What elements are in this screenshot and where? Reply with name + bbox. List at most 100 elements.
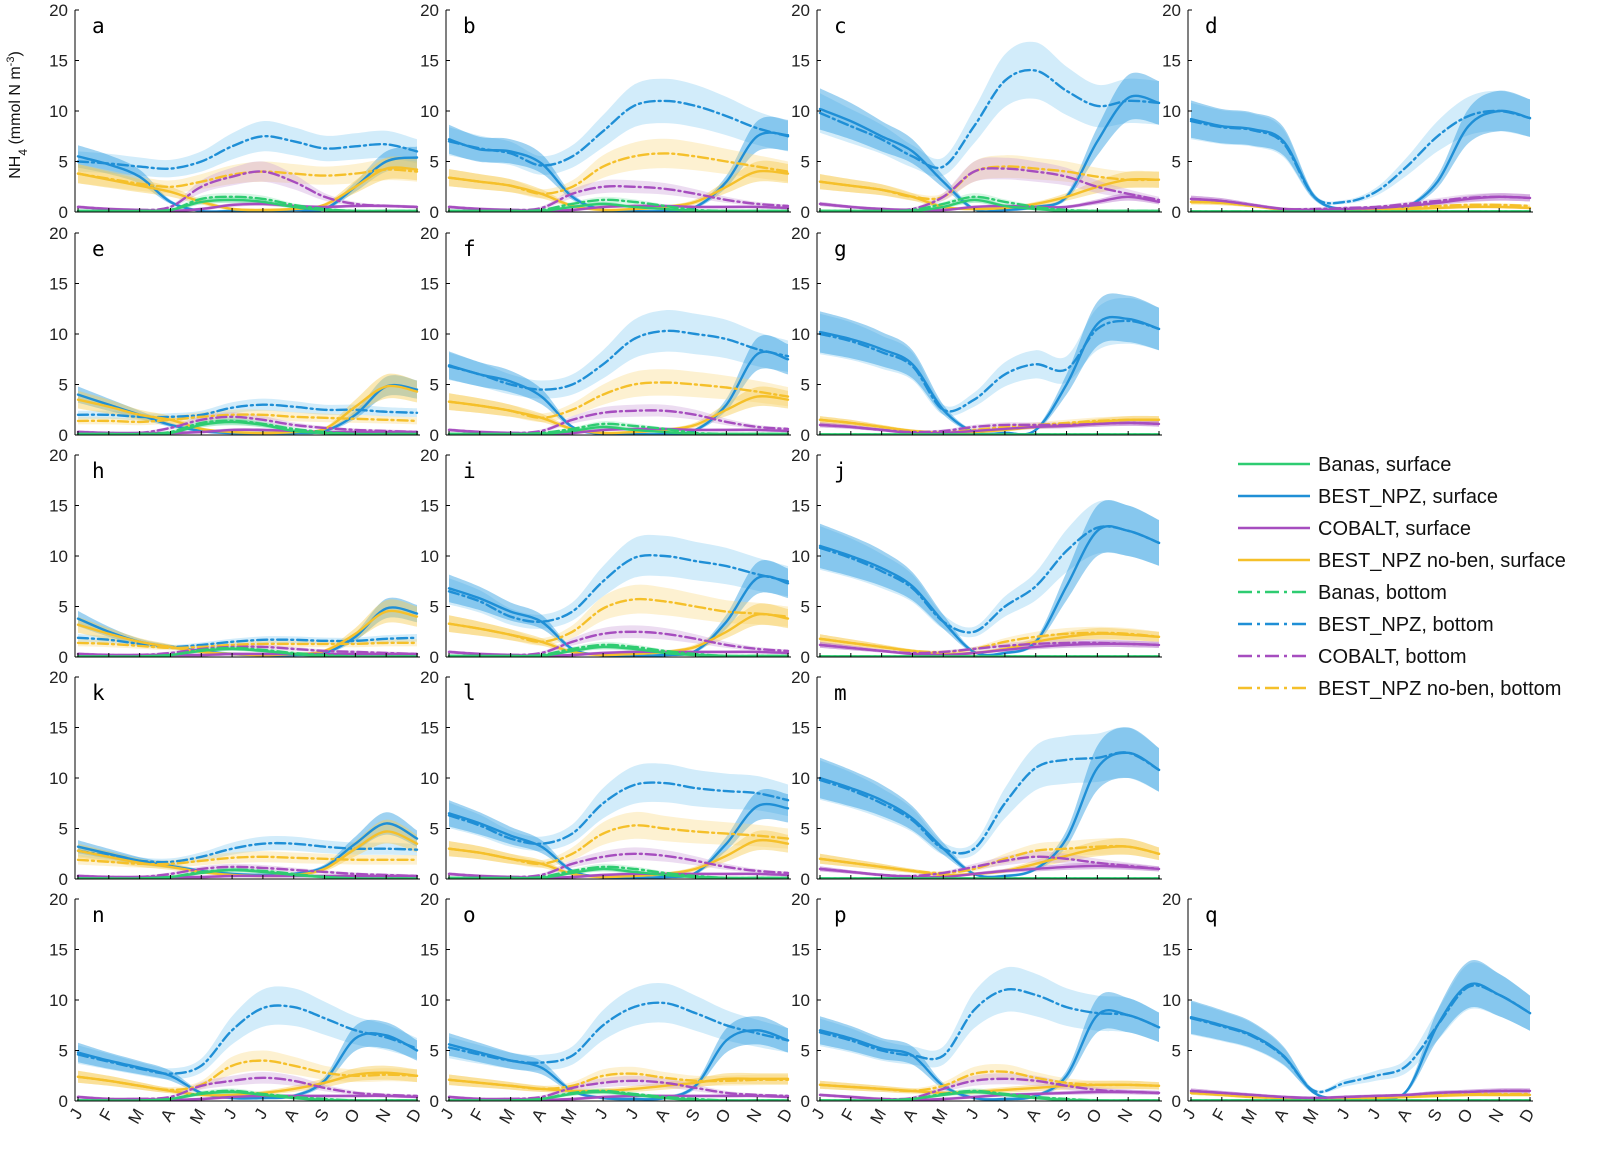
x-tick-label: A <box>1270 1105 1292 1125</box>
x-tick-label: J <box>1179 1106 1200 1123</box>
band-nob_b <box>820 837 1159 875</box>
line-npz_b <box>818 68 1161 169</box>
y-tick-label: 20 <box>49 1 68 20</box>
y-tick-label: 10 <box>791 991 810 1010</box>
x-tick-label: A <box>157 1105 179 1125</box>
y-tick-label: 10 <box>420 325 439 344</box>
line-nob_s <box>818 177 1161 211</box>
plot-area <box>818 293 1161 435</box>
line-npz_b <box>818 751 1161 855</box>
plot-area <box>1189 960 1532 1101</box>
band-npz_s <box>1191 90 1530 212</box>
panel-m: 0 5 10 15 20 m <box>791 668 1162 889</box>
line-npz_b <box>76 403 419 419</box>
panel-label: l <box>463 681 476 705</box>
line-nob_s <box>447 395 790 435</box>
y-tick-label: 5 <box>59 598 68 617</box>
band-npz_s <box>820 727 1159 879</box>
x-tick-label: D <box>403 1106 426 1126</box>
plot-area <box>447 310 790 435</box>
panel-h: 0 5 10 15 20 h <box>49 446 420 667</box>
line-nob_s <box>447 169 790 212</box>
y-tick-label: 5 <box>1172 1042 1181 1061</box>
y-tick-label: 20 <box>420 890 439 909</box>
panel-label: g <box>834 237 847 261</box>
line-nob_s <box>447 1077 790 1093</box>
legend: Banas, surface BEST_NPZ, surface COBALT, s… <box>1238 454 1566 700</box>
panel-label: b <box>463 14 476 38</box>
panels: 0 5 10 15 20 a 0 5 10 15 20 b 0 5 10 15 20 c 0 5 10 15 20 d 0 5 10… <box>49 1 1538 1127</box>
x-tick-label: S <box>1053 1106 1075 1125</box>
line-npz_b <box>447 329 790 391</box>
y-tick-label: 5 <box>801 376 810 395</box>
line-ban_s <box>76 198 419 212</box>
x-tick-label: J <box>437 1106 458 1123</box>
band-npz_b <box>78 120 417 178</box>
legend-label: BEST_NPZ no-ben, bottom <box>1318 678 1561 700</box>
ylabel-main: NH <box>7 156 24 179</box>
x-tick-label: D <box>1145 1106 1168 1126</box>
y-tick-label: 15 <box>49 941 68 960</box>
panel-i: 0 5 10 15 20 i <box>420 446 791 667</box>
band-npz_b <box>78 986 417 1080</box>
y-tick-label: 0 <box>801 648 810 667</box>
legend-item: BEST_NPZ no-ben, bottom <box>1238 678 1561 700</box>
band-cob_b <box>78 1072 417 1101</box>
y-tick-label: 5 <box>801 598 810 617</box>
x-tick-label: D <box>774 1106 797 1126</box>
panel-c: 0 5 10 15 20 c <box>791 1 1162 222</box>
line-npz_s <box>447 350 790 435</box>
legend-label: Banas, surface <box>1318 454 1451 476</box>
line-cob_s <box>1189 1089 1532 1100</box>
y-tick-label: 15 <box>1162 941 1181 960</box>
x-tick-label: A <box>899 1105 921 1125</box>
y-tick-label: 20 <box>420 224 439 243</box>
band-npz_s <box>1191 960 1530 1101</box>
x-tick-label: A <box>1393 1105 1415 1125</box>
panel-label: k <box>92 681 105 705</box>
band-npz_s <box>820 992 1159 1101</box>
band-ban_s <box>820 196 1159 212</box>
line-nob_b <box>76 641 419 650</box>
line-nob_s <box>447 838 790 879</box>
panel-b: 0 5 10 15 20 b <box>420 1 791 222</box>
y-tick-label: 0 <box>430 203 439 222</box>
y-tick-label: 0 <box>801 1092 810 1111</box>
panel-a: 0 5 10 15 20 a <box>49 1 420 222</box>
line-npz_s <box>76 1032 419 1100</box>
plot-area <box>818 41 1161 212</box>
band-npz_b <box>1191 962 1530 1094</box>
ylabel-unit-close: ) <box>7 51 24 56</box>
band-ban_b <box>449 863 788 879</box>
panel-label: a <box>92 14 105 38</box>
band-nob_b <box>449 1066 788 1092</box>
x-tick-label: J <box>993 1106 1014 1123</box>
y-tick-label: 0 <box>59 426 68 445</box>
ylabel-sup: -3 <box>5 57 17 67</box>
y-tick-label: 5 <box>801 1042 810 1061</box>
y-tick-label: 5 <box>430 153 439 172</box>
y-tick-label: 0 <box>1172 203 1181 222</box>
line-npz_s <box>447 131 790 212</box>
legend-item: BEST_NPZ, surface <box>1238 486 1498 508</box>
y-tick-label: 20 <box>49 224 68 243</box>
line-npz_b <box>818 988 1161 1061</box>
y-tick-label: 20 <box>791 1 810 20</box>
y-tick-label: 5 <box>1172 153 1181 172</box>
x-tick-label: D <box>1516 1106 1539 1126</box>
plot-area <box>818 499 1161 657</box>
band-npz_s <box>449 789 788 879</box>
y-tick-label: 10 <box>1162 991 1181 1010</box>
plot-area <box>76 812 419 879</box>
plot-area <box>76 373 419 435</box>
plot-area <box>76 597 419 657</box>
y-tick-label: 15 <box>420 941 439 960</box>
x-tick-label: M <box>125 1106 149 1128</box>
legend-item: BEST_NPZ, bottom <box>1238 614 1494 636</box>
y-tick-label: 20 <box>1162 1 1181 20</box>
band-nob_s <box>78 599 417 657</box>
line-nob_s <box>76 384 419 435</box>
y-tick-label: 5 <box>59 153 68 172</box>
y-tick-label: 20 <box>791 446 810 465</box>
band-npz_b <box>820 41 1159 177</box>
